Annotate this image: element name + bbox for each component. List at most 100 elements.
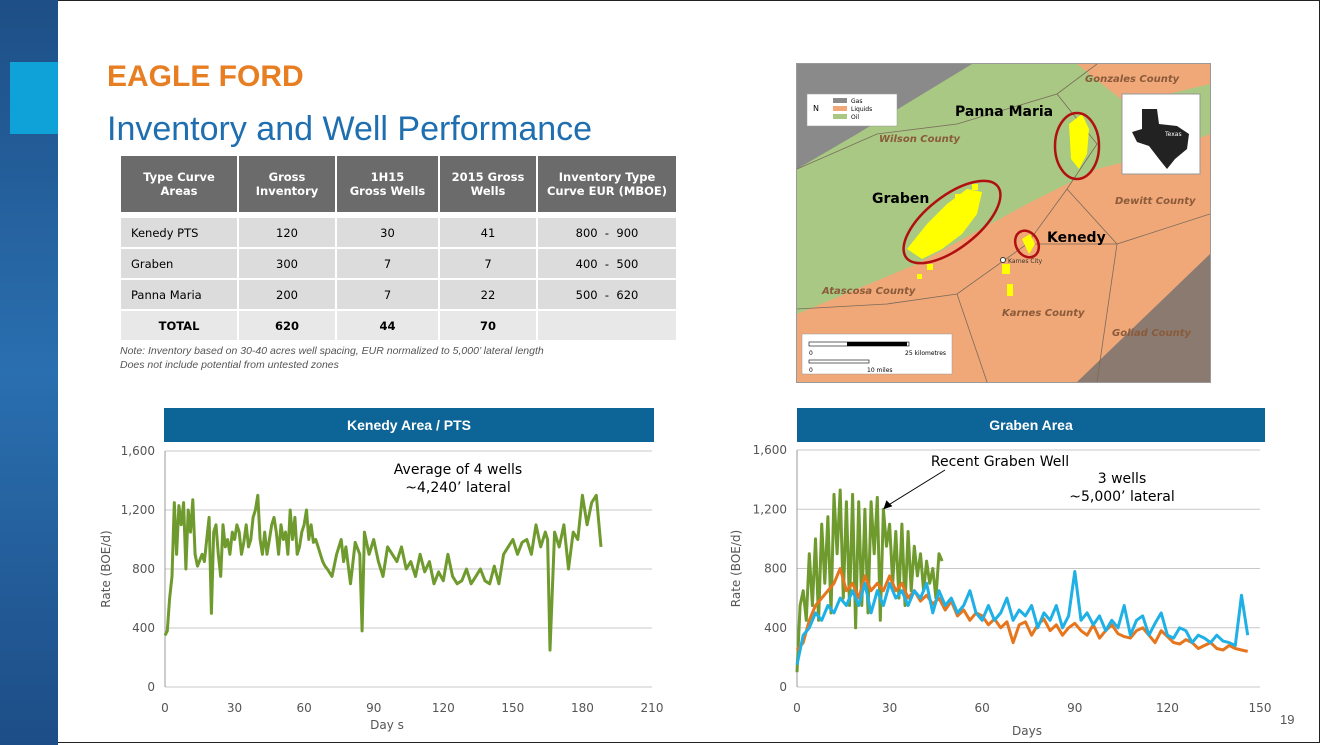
table-cell: 22: [440, 280, 536, 309]
town-marker: [1000, 257, 1006, 263]
x-tick-label: 30: [227, 701, 242, 715]
y-tick-label: 400: [132, 621, 155, 635]
legend-label: Gas: [851, 98, 862, 105]
table-cell: [538, 311, 676, 340]
panna-maria-outline: [1053, 111, 1101, 181]
map-legend: N Gas Liquids Oil: [806, 93, 898, 127]
y-axis-label: Rate (BOE/d): [729, 530, 743, 607]
liquids-region-north: [1077, 64, 1210, 104]
area-label-panna-maria: Panna Maria: [955, 104, 1053, 120]
county-label: Atascosa County: [821, 286, 916, 297]
y-tick-label: 400: [764, 621, 787, 635]
side-accent: [10, 62, 58, 134]
table-note: Note: Inventory based on 30-40 acres wel…: [120, 344, 544, 372]
x-axis-label: Day s: [370, 718, 404, 732]
town-label: Karnes City: [1008, 258, 1043, 265]
x-tick-label: 180: [571, 701, 594, 715]
col-header-2015-wells: 2015 Gross Wells: [440, 156, 536, 212]
note-line: Note: Inventory based on 30-40 acres wel…: [120, 345, 544, 357]
gas-region-south: [1077, 254, 1210, 382]
y-tick-label: 1,600: [121, 444, 155, 458]
chart-annotation: ~5,000’ lateral: [1069, 489, 1175, 505]
x-tick-label: 120: [432, 701, 455, 715]
table-cell: TOTAL: [121, 311, 237, 340]
y-tick-label: 0: [147, 680, 155, 694]
area-outlines: [902, 111, 1101, 265]
table-cell: 7: [337, 249, 438, 278]
table-row: Panna Maria 200 7 22 500 - 620: [121, 280, 676, 309]
series-line-2: [795, 570, 1250, 666]
table-cell: 200: [239, 280, 335, 309]
y-tick-label: 800: [132, 562, 155, 576]
y-tick-label: 0: [779, 680, 787, 694]
scale-km-label: 25 kilometres: [905, 350, 946, 357]
legend-label: Liquids: [851, 106, 872, 113]
x-tick-label: 120: [1156, 701, 1179, 715]
chart-annotation: Average of 4 wells: [394, 462, 522, 478]
table-cell: 800 - 900: [538, 218, 676, 247]
table-row-total: TOTAL 620 44 70: [121, 311, 676, 340]
y-tick-label: 1,200: [121, 503, 155, 517]
scale-zero: 0: [809, 350, 813, 357]
table-cell: 400 - 500: [538, 249, 676, 278]
graben-chart: 0 400 800 1,200 1,600 0 30 60 90 120 150 Days Rate (…: [729, 443, 1271, 738]
area-label-graben: Graben: [872, 191, 929, 207]
inset-label: Texas: [1164, 131, 1182, 138]
chart-annotation: ~4,240’ lateral: [405, 480, 511, 496]
series-line-0: [163, 493, 603, 652]
scale-zero: 0: [809, 367, 813, 374]
table-cell: Kenedy PTS: [121, 218, 237, 247]
table-cell: 70: [440, 311, 536, 340]
table-cell: 620: [239, 311, 335, 340]
x-tick-label: 30: [882, 701, 897, 715]
legend-label: Oil: [851, 114, 859, 121]
table-cell: 120: [239, 218, 335, 247]
page-number: 19: [1280, 712, 1295, 727]
col-header-gross-inventory: Gross Inventory: [239, 156, 335, 212]
kenedy-chart: 0 400 800 1,200 1,600 0 30 60 90 120 150 180 210 Day …: [99, 444, 664, 732]
scale-bar: 0 25 kilometres 0 10 miles: [801, 333, 953, 375]
x-tick-label: 210: [641, 701, 664, 715]
x-tick-label: 90: [1067, 701, 1082, 715]
col-header-eur: Inventory Type Curve EUR (MBOE): [538, 156, 676, 212]
x-tick-label: 60: [297, 701, 312, 715]
table-cell: 41: [440, 218, 536, 247]
table-cell: 30: [337, 218, 438, 247]
eagle-ford-map: Gonzales County Wilson County Dewitt Cou…: [796, 63, 1211, 383]
table-row: Graben 300 7 7 400 - 500: [121, 249, 676, 278]
x-tick-label: 90: [366, 701, 381, 715]
table-cell: Graben: [121, 249, 237, 278]
county-labels: Gonzales County Wilson County Dewitt Cou…: [821, 74, 1196, 339]
x-tick-label: 0: [161, 701, 169, 715]
chart-title-graben: Graben Area: [797, 408, 1265, 442]
well-clusters: [907, 114, 1089, 296]
series-line-1: [795, 567, 1249, 653]
scale-mi-label: 10 miles: [867, 367, 893, 374]
county-label: Gonzales County: [1085, 74, 1180, 85]
map-graphic: Gonzales County Wilson County Dewitt Cou…: [797, 64, 1210, 382]
slide-subtitle: Inventory and Well Performance: [107, 110, 593, 148]
x-tick-label: 60: [975, 701, 990, 715]
chart-annotation: 3 wells: [1098, 471, 1147, 487]
kenedy-outline: [1013, 229, 1041, 259]
slide-title: EAGLE FORD: [107, 60, 304, 93]
note-line: Does not include potential from untested…: [120, 359, 339, 371]
graben-outline: [902, 179, 1002, 265]
inventory-table: Type Curve Areas Gross Inventory 1H15 Gross…: [119, 154, 678, 342]
annotation-arrow: [886, 469, 946, 507]
table-cell: 300: [239, 249, 335, 278]
arrow-label: Recent Graben Well: [931, 454, 1069, 470]
county-label: Dewitt County: [1115, 196, 1196, 207]
series-line-0: [795, 488, 944, 673]
annotation-arrowhead: [883, 500, 893, 510]
table-cell: 7: [337, 280, 438, 309]
col-header-areas: Type Curve Areas: [121, 156, 237, 212]
x-axis-label: Days: [1012, 724, 1042, 738]
county-label: Goliad County: [1112, 328, 1192, 339]
texas-inset: Texas: [1121, 93, 1201, 175]
area-label-kenedy: Kenedy: [1047, 230, 1106, 246]
north-arrow-label: N: [813, 104, 819, 113]
y-tick-label: 1,200: [753, 502, 787, 516]
table-cell: Panna Maria: [121, 280, 237, 309]
x-tick-label: 150: [501, 701, 524, 715]
